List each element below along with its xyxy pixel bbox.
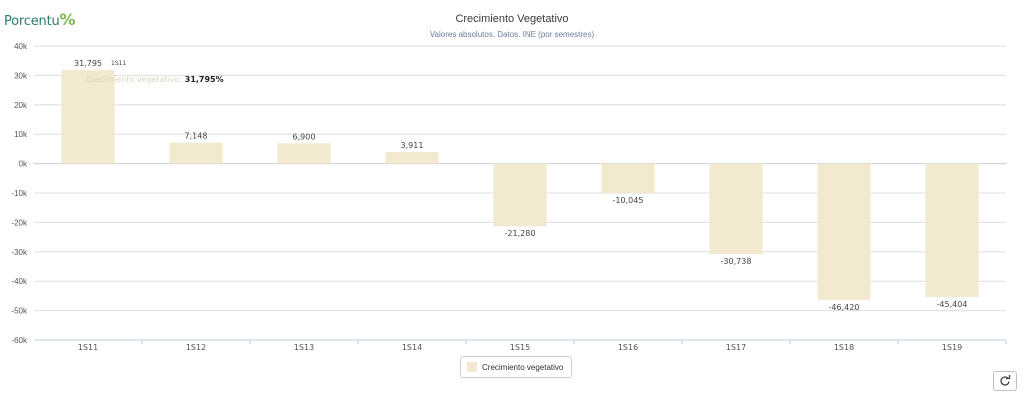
- logo-mark: %: [59, 10, 76, 29]
- y-tick-label: 20k: [14, 101, 28, 110]
- y-tick-label: 10k: [14, 130, 28, 139]
- y-tick-label: 40k: [14, 42, 28, 51]
- brand-logo: Porcentu%: [4, 10, 76, 29]
- data-label: -10,045: [613, 196, 644, 205]
- chart-subtitle: Valores absolutos. Datos. INE (por semes…: [429, 30, 595, 39]
- tooltip-category: 1S11: [111, 60, 126, 67]
- bar: [601, 163, 655, 194]
- logo-text: Porcentu: [4, 14, 60, 29]
- x-tick-label: 1S15: [510, 343, 530, 352]
- bar: [169, 142, 223, 164]
- x-tick-label: 1S17: [726, 343, 746, 352]
- y-tick-label: -60k: [11, 336, 28, 345]
- x-tick-label: 1S13: [294, 343, 314, 352]
- y-tick-label: -40k: [11, 277, 28, 286]
- data-label: -46,420: [829, 303, 860, 312]
- data-label: 6,900: [293, 132, 316, 141]
- y-tick-label: -10k: [11, 189, 28, 198]
- x-tick-label: 1S14: [402, 343, 422, 352]
- legend-item[interactable]: Crecimiento vegetativo: [460, 356, 573, 378]
- bar: [61, 70, 115, 164]
- y-tick-label: -30k: [11, 248, 28, 257]
- data-label: -21,280: [505, 229, 536, 238]
- data-label: 7,148: [185, 132, 208, 141]
- bar: [385, 152, 439, 164]
- bar: [277, 143, 331, 164]
- bar: [925, 163, 979, 298]
- y-tick-label: -50k: [11, 307, 28, 316]
- x-tick-label: 1S19: [942, 343, 962, 352]
- tooltip-value: 31,795%: [185, 75, 224, 84]
- legend-swatch: [467, 362, 477, 372]
- tooltip-text: Crecimiento vegetativo: 31,795%: [86, 75, 224, 84]
- refresh-button[interactable]: [993, 371, 1017, 391]
- x-tick-label: 1S18: [834, 343, 854, 352]
- data-label: 31,795: [74, 59, 102, 68]
- x-tick-label: 1S12: [186, 343, 206, 352]
- data-label: -45,404: [937, 300, 968, 309]
- legend-label: Crecimiento vegetativo: [482, 362, 564, 372]
- bar: [493, 163, 547, 227]
- tooltip-series: Crecimiento vegetativo:: [86, 75, 185, 84]
- data-label: 3,911: [401, 141, 424, 150]
- y-tick-label: 0k: [19, 160, 28, 169]
- data-label: -30,738: [721, 257, 752, 266]
- x-tick-label: 1S16: [618, 343, 638, 352]
- x-tick-label: 1S11: [78, 343, 98, 352]
- bar: [709, 163, 763, 254]
- refresh-icon: [1000, 375, 1011, 386]
- bar: [817, 163, 871, 301]
- y-tick-label: 30k: [14, 71, 28, 80]
- y-tick-label: -20k: [11, 218, 28, 227]
- chart-title: Crecimiento Vegetativo: [455, 13, 569, 25]
